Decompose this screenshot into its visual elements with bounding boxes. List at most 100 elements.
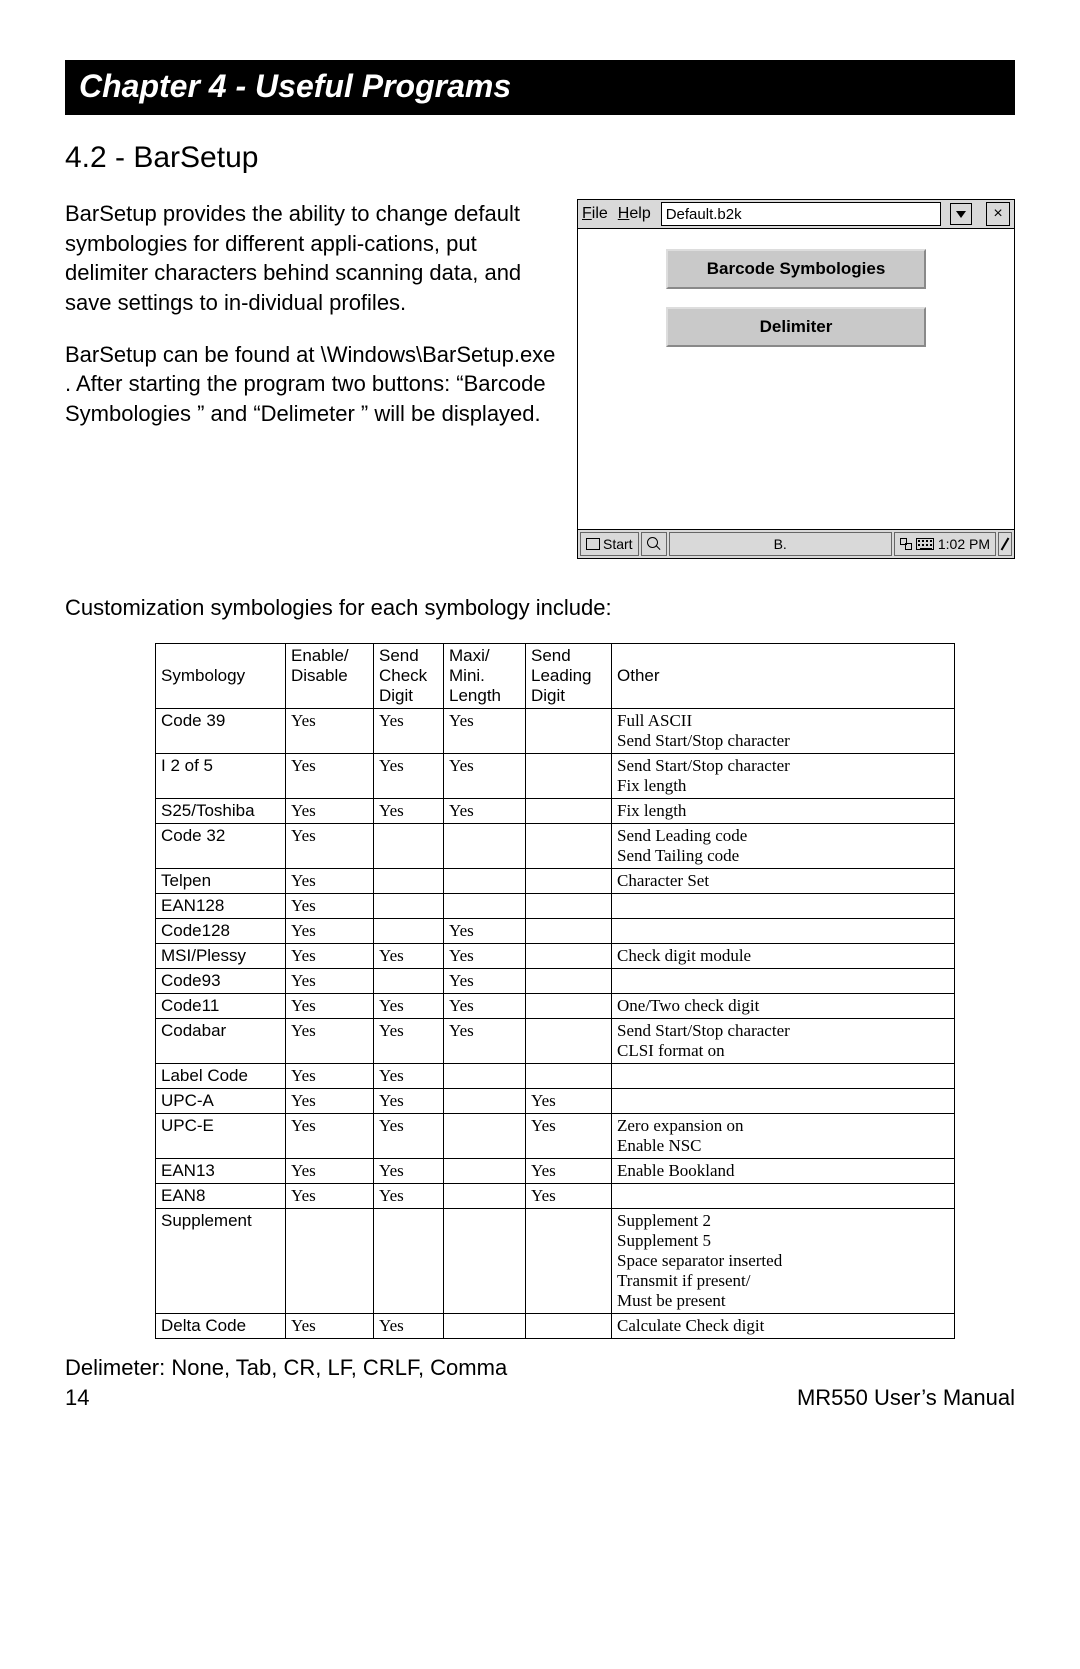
- menu-help[interactable]: H: [618, 205, 630, 222]
- table-row: Code 39YesYesYesFull ASCIISend Start/Sto…: [156, 709, 955, 754]
- table-cell: Yes: [286, 894, 374, 919]
- table-row: Code93YesYes: [156, 969, 955, 994]
- th-other: Other: [612, 644, 955, 709]
- start-button[interactable]: Start: [580, 532, 639, 556]
- table-cell: [286, 1209, 374, 1314]
- th-send-check: SendCheckDigit: [374, 644, 444, 709]
- table-cell: S25/Toshiba: [156, 799, 286, 824]
- taskbar-search[interactable]: [641, 532, 667, 556]
- table-row: Label CodeYesYes: [156, 1064, 955, 1089]
- table-cell: Yes: [444, 994, 526, 1019]
- profile-file-field[interactable]: Default.b2k: [661, 202, 941, 226]
- table-cell: UPC-E: [156, 1114, 286, 1159]
- table-cell: Fix length: [612, 799, 955, 824]
- table-cell: Yes: [444, 1019, 526, 1064]
- table-cell: Yes: [286, 1064, 374, 1089]
- table-cell: Character Set: [612, 869, 955, 894]
- menu-help-rest[interactable]: elp: [629, 205, 650, 222]
- start-icon: [586, 538, 600, 550]
- table-cell: Yes: [374, 1159, 444, 1184]
- table-cell: Send Start/Stop characterFix length: [612, 754, 955, 799]
- table-cell: [526, 944, 612, 969]
- table-cell: [444, 1064, 526, 1089]
- menu-file[interactable]: F: [582, 205, 592, 222]
- table-cell: [526, 754, 612, 799]
- intro-text: BarSetup provides the ability to change …: [65, 199, 559, 559]
- table-row: UPC-AYesYesYes: [156, 1089, 955, 1114]
- menu-file-rest[interactable]: ile: [592, 205, 608, 222]
- table-cell: Yes: [444, 799, 526, 824]
- table-cell: I 2 of 5: [156, 754, 286, 799]
- table-row: MSI/PlessyYesYesYesCheck digit module: [156, 944, 955, 969]
- table-cell: Yes: [286, 994, 374, 1019]
- table-head: Symbology Enable/Disable SendCheckDigit …: [156, 644, 955, 709]
- table-cell: Yes: [374, 1019, 444, 1064]
- pen-icon: [1001, 537, 1010, 550]
- table-cell: Yes: [286, 1089, 374, 1114]
- table-body: Code 39YesYesYesFull ASCIISend Start/Sto…: [156, 709, 955, 1339]
- table-cell: Yes: [374, 1064, 444, 1089]
- table-row: Delta CodeYesYesCalculate Check digit: [156, 1314, 955, 1339]
- table-cell: Yes: [286, 919, 374, 944]
- table-cell: Yes: [444, 919, 526, 944]
- table-cell: Yes: [526, 1159, 612, 1184]
- table-cell: Yes: [286, 1159, 374, 1184]
- table-row: Code 32YesSend Leading codeSend Tailing …: [156, 824, 955, 869]
- table-cell: [374, 824, 444, 869]
- table-cell: [374, 1209, 444, 1314]
- table-cell: Full ASCIISend Start/Stop character: [612, 709, 955, 754]
- taskbar-app[interactable]: B.: [669, 532, 892, 556]
- table-cell: Yes: [444, 944, 526, 969]
- table-cell: [444, 1089, 526, 1114]
- table-cell: Code 32: [156, 824, 286, 869]
- table-cell: [526, 894, 612, 919]
- table-row: EAN13YesYesYesEnable Bookland: [156, 1159, 955, 1184]
- table-cell: [526, 799, 612, 824]
- table-cell: [444, 1114, 526, 1159]
- page-footer: 14 MR550 User’s Manual: [65, 1385, 1015, 1411]
- table-cell: [526, 709, 612, 754]
- table-cell: UPC-A: [156, 1089, 286, 1114]
- table-row: S25/ToshibaYesYesYesFix length: [156, 799, 955, 824]
- barcode-symbologies-button[interactable]: Barcode Symbologies: [666, 249, 926, 289]
- table-cell: Yes: [444, 969, 526, 994]
- table-cell: Check digit module: [612, 944, 955, 969]
- table-cell: [612, 919, 955, 944]
- table-cell: [526, 1209, 612, 1314]
- table-cell: [612, 1064, 955, 1089]
- table-cell: Yes: [444, 709, 526, 754]
- table-cell: Yes: [286, 969, 374, 994]
- table-cell: Yes: [286, 754, 374, 799]
- table-cell: Yes: [286, 824, 374, 869]
- table-cell: Calculate Check digit: [612, 1314, 955, 1339]
- shot-body: Barcode Symbologies Delimiter: [578, 229, 1014, 529]
- table-cell: Yes: [526, 1089, 612, 1114]
- intro-p2: BarSetup can be found at \Windows\BarSet…: [65, 340, 559, 429]
- table-cell: Supplement: [156, 1209, 286, 1314]
- taskbar-sip[interactable]: [998, 532, 1012, 556]
- table-cell: Zero expansion onEnable NSC: [612, 1114, 955, 1159]
- table-row: EAN8YesYesYes: [156, 1184, 955, 1209]
- table-cell: [526, 919, 612, 944]
- table-row: Code128YesYes: [156, 919, 955, 944]
- close-button[interactable]: ×: [986, 202, 1010, 226]
- delimiter-button[interactable]: Delimiter: [666, 307, 926, 347]
- table-cell: [526, 994, 612, 1019]
- table-cell: Yes: [374, 709, 444, 754]
- profile-dropdown-button[interactable]: [950, 203, 972, 225]
- table-cell: Yes: [374, 1114, 444, 1159]
- table-cell: Send Start/Stop characterCLSI format on: [612, 1019, 955, 1064]
- table-cell: Yes: [374, 754, 444, 799]
- table-cell: [444, 869, 526, 894]
- table-cell: [526, 1019, 612, 1064]
- shot-taskbar: Start B. 1:02 PM: [578, 529, 1014, 558]
- taskbar-tray[interactable]: 1:02 PM: [894, 532, 996, 556]
- table-cell: [526, 824, 612, 869]
- table-cell: Yes: [286, 1184, 374, 1209]
- table-cell: Enable Bookland: [612, 1159, 955, 1184]
- table-cell: [612, 1089, 955, 1114]
- table-row: CodabarYesYesYesSend Start/Stop characte…: [156, 1019, 955, 1064]
- table-cell: Code11: [156, 994, 286, 1019]
- th-max-min: Maxi/Mini.Length: [444, 644, 526, 709]
- symbology-table: Symbology Enable/Disable SendCheckDigit …: [155, 643, 955, 1339]
